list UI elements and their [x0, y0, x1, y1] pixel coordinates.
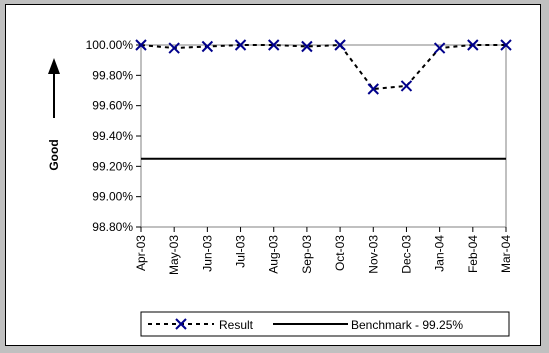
- legend-benchmark-label: Benchmark - 99.25%: [351, 318, 463, 332]
- x-tick-label: Feb-04: [466, 235, 480, 273]
- result-point-marker-icon: [234, 39, 247, 51]
- x-tick-label: Apr-03: [134, 235, 148, 271]
- x-tick-label: Jun-03: [200, 235, 214, 272]
- y-tick-label: 100.00%: [86, 38, 134, 52]
- up-arrow-head-icon: [48, 58, 60, 74]
- y-tick-label: 99.00%: [92, 190, 133, 204]
- good-annotation: Good: [47, 58, 61, 171]
- y-tick-label: 98.80%: [92, 220, 133, 234]
- result-point-marker-icon: [201, 40, 214, 53]
- x-tick-label: Nov-03: [366, 235, 380, 274]
- x-tick-label: Sep-03: [300, 235, 314, 274]
- y-axis-label: Good: [47, 139, 61, 170]
- result-point-marker-icon: [268, 39, 280, 51]
- result-point-marker-icon: [500, 39, 512, 51]
- legend: Result Benchmark - 99.25%: [140, 311, 510, 337]
- x-axis: Apr-03 May-03 Jun-03 Jul-03 Aug-03 Sep-03 Oct-…: [134, 227, 513, 275]
- result-point-marker-icon: [334, 39, 346, 51]
- x-tick-label: Aug-03: [267, 235, 281, 274]
- result-point-marker-icon: [301, 40, 313, 53]
- x-tick-label: Jan-04: [433, 235, 447, 272]
- x-tick-label: May-03: [167, 235, 181, 275]
- series-layer: [135, 39, 512, 160]
- result-point-marker-icon: [367, 83, 379, 95]
- y-tick-label: 99.40%: [92, 129, 133, 143]
- x-tick-label: Jul-03: [234, 235, 248, 268]
- x-tick-label: Oct-03: [333, 235, 347, 271]
- y-tick-label: 99.80%: [92, 68, 133, 82]
- legend-result-marker-icon: [175, 318, 187, 330]
- y-tick-label: 99.20%: [92, 159, 133, 173]
- result-point-marker-icon: [135, 39, 147, 51]
- plot-area: [140, 44, 507, 228]
- result-point-marker-icon: [168, 42, 180, 54]
- y-tick-label: 99.60%: [92, 99, 133, 113]
- result-point-marker-icon: [433, 42, 446, 54]
- result-point-marker-icon: [467, 39, 479, 51]
- result-point-marker-icon: [400, 80, 413, 92]
- x-tick-label: Mar-04: [499, 235, 513, 273]
- legend-result-label: Result: [219, 318, 254, 332]
- y-axis: 98.80% 99.00% 99.20% 99.40% 99.60% 99.80% 100.…: [86, 38, 141, 234]
- x-tick-label: Dec-03: [399, 235, 413, 274]
